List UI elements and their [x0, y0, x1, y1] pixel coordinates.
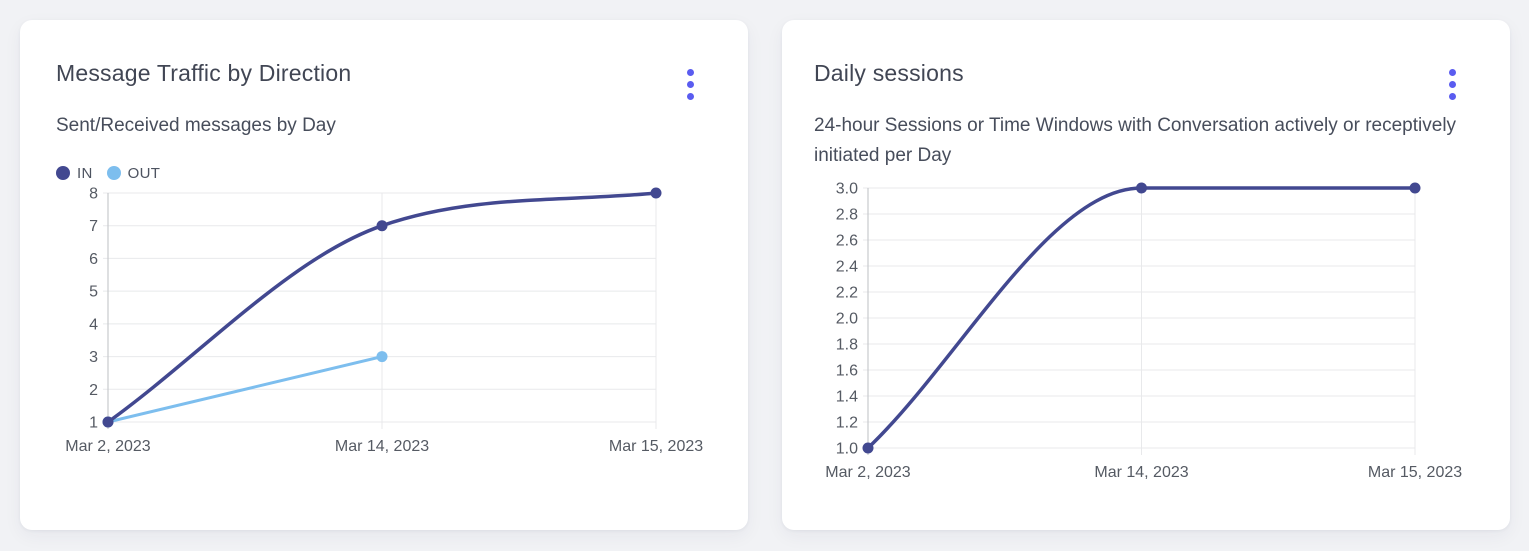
y-axis-tick-label: 2 [89, 382, 98, 399]
legend-item-in[interactable]: IN [56, 165, 93, 182]
legend-dot-icon [56, 166, 70, 180]
x-axis-tick-label: Mar 15, 2023 [609, 438, 703, 455]
x-axis-tick-label: Mar 2, 2023 [825, 464, 910, 481]
y-axis-tick-label: 2.6 [836, 233, 858, 250]
y-axis-tick-label: 5 [89, 284, 98, 301]
line-series-daily-sessions [866, 186, 1417, 450]
kebab-menu-icon [686, 68, 694, 100]
y-axis-tick-label: 2.8 [836, 207, 858, 224]
y-axis-tick-label: 1.0 [836, 441, 858, 458]
data-point-marker[interactable] [862, 442, 874, 454]
card-title: Daily sessions [814, 60, 964, 86]
y-axis-tick-label: 2.0 [836, 311, 858, 328]
legend-label: IN [77, 164, 93, 182]
y-axis-tick-label: 1.6 [836, 363, 858, 380]
y-axis-tick-label: 6 [89, 251, 98, 268]
card-menu-button[interactable] [1440, 66, 1464, 102]
y-axis-tick-label: 3.0 [836, 181, 858, 198]
card-title: Message Traffic by Direction [56, 60, 352, 86]
line-chart-message-traffic[interactable]: 1 2 3 4 5 6 7 8 Mar 2, 2023 Mar 14, 2023 Mar 15, 2… [56, 183, 716, 483]
data-point-marker[interactable] [1136, 182, 1147, 194]
x-axis-tick-label: Mar 14, 2023 [335, 438, 429, 455]
line-chart-daily-sessions[interactable]: 1.0 1.2 1.4 1.6 1.8 2.0 2.2 2.4 2.6 2.8 3.0 Mar 2, … [814, 172, 1474, 492]
data-point-marker[interactable] [650, 187, 662, 199]
kebab-menu-icon [1448, 68, 1456, 100]
y-axis-tick-label: 1.2 [836, 415, 858, 432]
y-axis-tick-label: 2.2 [836, 285, 858, 302]
data-point-marker[interactable] [1409, 182, 1421, 194]
chart-legend: IN OUT [56, 163, 708, 183]
data-point-marker[interactable] [102, 416, 114, 428]
y-axis-tick-label: 1 [89, 415, 98, 432]
data-point-marker[interactable] [376, 220, 388, 232]
y-axis-tick-label: 8 [89, 186, 98, 203]
y-axis-tick-label: 3 [89, 349, 98, 366]
y-axis-tick-label: 4 [89, 316, 98, 333]
x-axis-tick-label: Mar 14, 2023 [1094, 464, 1188, 481]
x-axis-tick-label: Mar 2, 2023 [65, 438, 150, 455]
data-point-marker[interactable] [376, 351, 388, 363]
legend-label: OUT [127, 164, 161, 182]
card-daily-sessions: Daily sessions 24-hour Sessions or Time … [782, 20, 1510, 530]
x-axis-tick-label: Mar 15, 2023 [1368, 464, 1462, 481]
y-axis-tick-label: 2.4 [836, 259, 858, 276]
card-subtitle: Sent/Received messages by Day [56, 115, 336, 136]
card-message-traffic: Message Traffic by Direction Sent/Receiv… [20, 20, 748, 530]
legend-item-out[interactable]: OUT [106, 164, 161, 182]
legend-dot-icon [106, 166, 121, 180]
y-axis-tick-label: 1.8 [836, 337, 858, 354]
card-subtitle: 24-hour Sessions or Time Windows with Co… [814, 115, 1457, 166]
y-axis-tick-label: 1.4 [836, 389, 858, 406]
y-axis-tick-label: 7 [89, 218, 98, 235]
card-menu-button[interactable] [678, 66, 702, 102]
line-series-out [106, 355, 384, 424]
